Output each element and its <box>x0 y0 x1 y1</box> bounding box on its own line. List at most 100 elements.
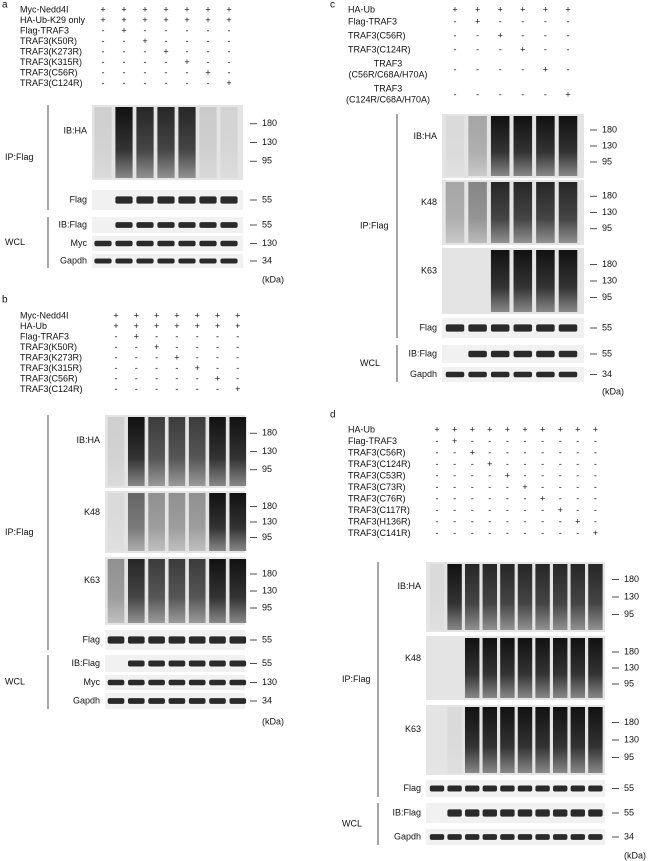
sign: - <box>454 89 457 99</box>
lane-band <box>536 350 555 358</box>
sign: + <box>195 310 200 320</box>
sign: + <box>113 321 118 331</box>
lane-band <box>570 834 586 840</box>
lane-smear <box>188 417 206 486</box>
lane-smear <box>517 707 533 773</box>
sign: - <box>175 363 178 373</box>
lane-band <box>464 834 480 840</box>
row-label: TRAF3 <box>374 83 403 93</box>
sign: + <box>134 321 139 331</box>
lane-smear <box>558 182 578 243</box>
sign: - <box>207 78 210 88</box>
sign: - <box>115 384 118 394</box>
sign: - <box>559 493 562 503</box>
row-label: Flag-TRAF3 <box>20 25 69 35</box>
sign: - <box>228 46 231 56</box>
lane-smear <box>229 417 247 486</box>
row-label: TRAF3(C124R) <box>20 78 83 88</box>
lane-band <box>148 679 165 686</box>
lane-smear <box>536 182 555 243</box>
lane-smear <box>570 707 586 773</box>
marker-label: 95 <box>262 156 272 166</box>
sign: + <box>558 424 563 434</box>
lane-smear <box>107 493 125 551</box>
lane-smear <box>558 250 578 312</box>
lane-smear <box>107 417 125 486</box>
sign: + <box>184 15 189 25</box>
sign: - <box>488 516 491 526</box>
lane-band <box>148 660 165 667</box>
sign: + <box>205 67 210 77</box>
row-label: Myc-Nedd4I <box>20 310 69 320</box>
sign: - <box>476 89 479 99</box>
lane-smear <box>517 638 533 698</box>
sign: + <box>174 352 179 362</box>
lane-band <box>199 222 217 228</box>
sign: - <box>488 528 491 538</box>
lane-band <box>107 698 125 704</box>
sign: - <box>576 528 579 538</box>
lane-smear <box>199 107 217 178</box>
lane-smear <box>464 707 480 773</box>
lane-smear <box>552 638 568 698</box>
lane-smear <box>157 107 175 178</box>
sign: - <box>436 482 439 492</box>
sign: - <box>488 447 491 457</box>
sign: - <box>155 384 158 394</box>
sign: - <box>186 36 189 46</box>
lane-smear <box>445 182 465 243</box>
sign: - <box>115 373 118 383</box>
group-label: IP:Flag <box>5 152 34 162</box>
sign: - <box>216 342 219 352</box>
sign: - <box>594 505 597 515</box>
blot-label: IB:Flag <box>408 348 437 358</box>
sign: + <box>543 4 548 14</box>
marker-label: 180 <box>262 568 277 578</box>
row-label: Myc-Nedd4I <box>20 4 69 14</box>
lane-band <box>468 371 487 378</box>
sign: + <box>121 15 126 25</box>
lane-band <box>136 258 154 264</box>
row-label: TRAF3(C53R) <box>348 470 406 480</box>
marker-label: 55 <box>602 322 612 332</box>
marker-label: 130 <box>602 275 617 285</box>
lane-band <box>136 222 154 228</box>
sign: + <box>184 4 189 14</box>
lane-band <box>136 240 154 247</box>
row-label: TRAF3(K50R) <box>20 36 77 46</box>
sign: + <box>235 310 240 320</box>
sign: - <box>207 57 210 67</box>
row-label: Flag-TRAF3 <box>20 331 69 341</box>
sign: - <box>207 25 210 35</box>
sign: - <box>165 25 168 35</box>
lane-smear <box>570 564 586 630</box>
marker-label: 180 <box>624 574 639 584</box>
lane-band <box>157 222 175 228</box>
panel-letter: c <box>330 0 335 11</box>
blot-background <box>442 345 584 363</box>
sign: - <box>453 516 456 526</box>
sign: - <box>488 493 491 503</box>
sign: + <box>205 15 210 25</box>
sign: - <box>186 25 189 35</box>
lane-smear <box>429 564 445 630</box>
sign: + <box>487 459 492 469</box>
sign: - <box>186 78 189 88</box>
lane-smear <box>588 707 603 773</box>
lane-band <box>157 196 175 204</box>
lane-band <box>535 834 550 840</box>
panel-letter: b <box>2 295 8 306</box>
sign: - <box>196 352 199 362</box>
sign: - <box>576 470 579 480</box>
marker-label: 180 <box>602 259 617 269</box>
marker-label: 95 <box>262 464 272 474</box>
lane-band <box>115 196 133 204</box>
lane-band <box>229 660 247 667</box>
lane-band <box>536 371 555 378</box>
sign: - <box>216 352 219 362</box>
lane-band <box>429 785 445 792</box>
marker-label: 130 <box>624 734 639 744</box>
lane-band <box>94 258 112 264</box>
blot-label: IB:HA <box>397 581 421 591</box>
lane-band <box>445 324 465 332</box>
